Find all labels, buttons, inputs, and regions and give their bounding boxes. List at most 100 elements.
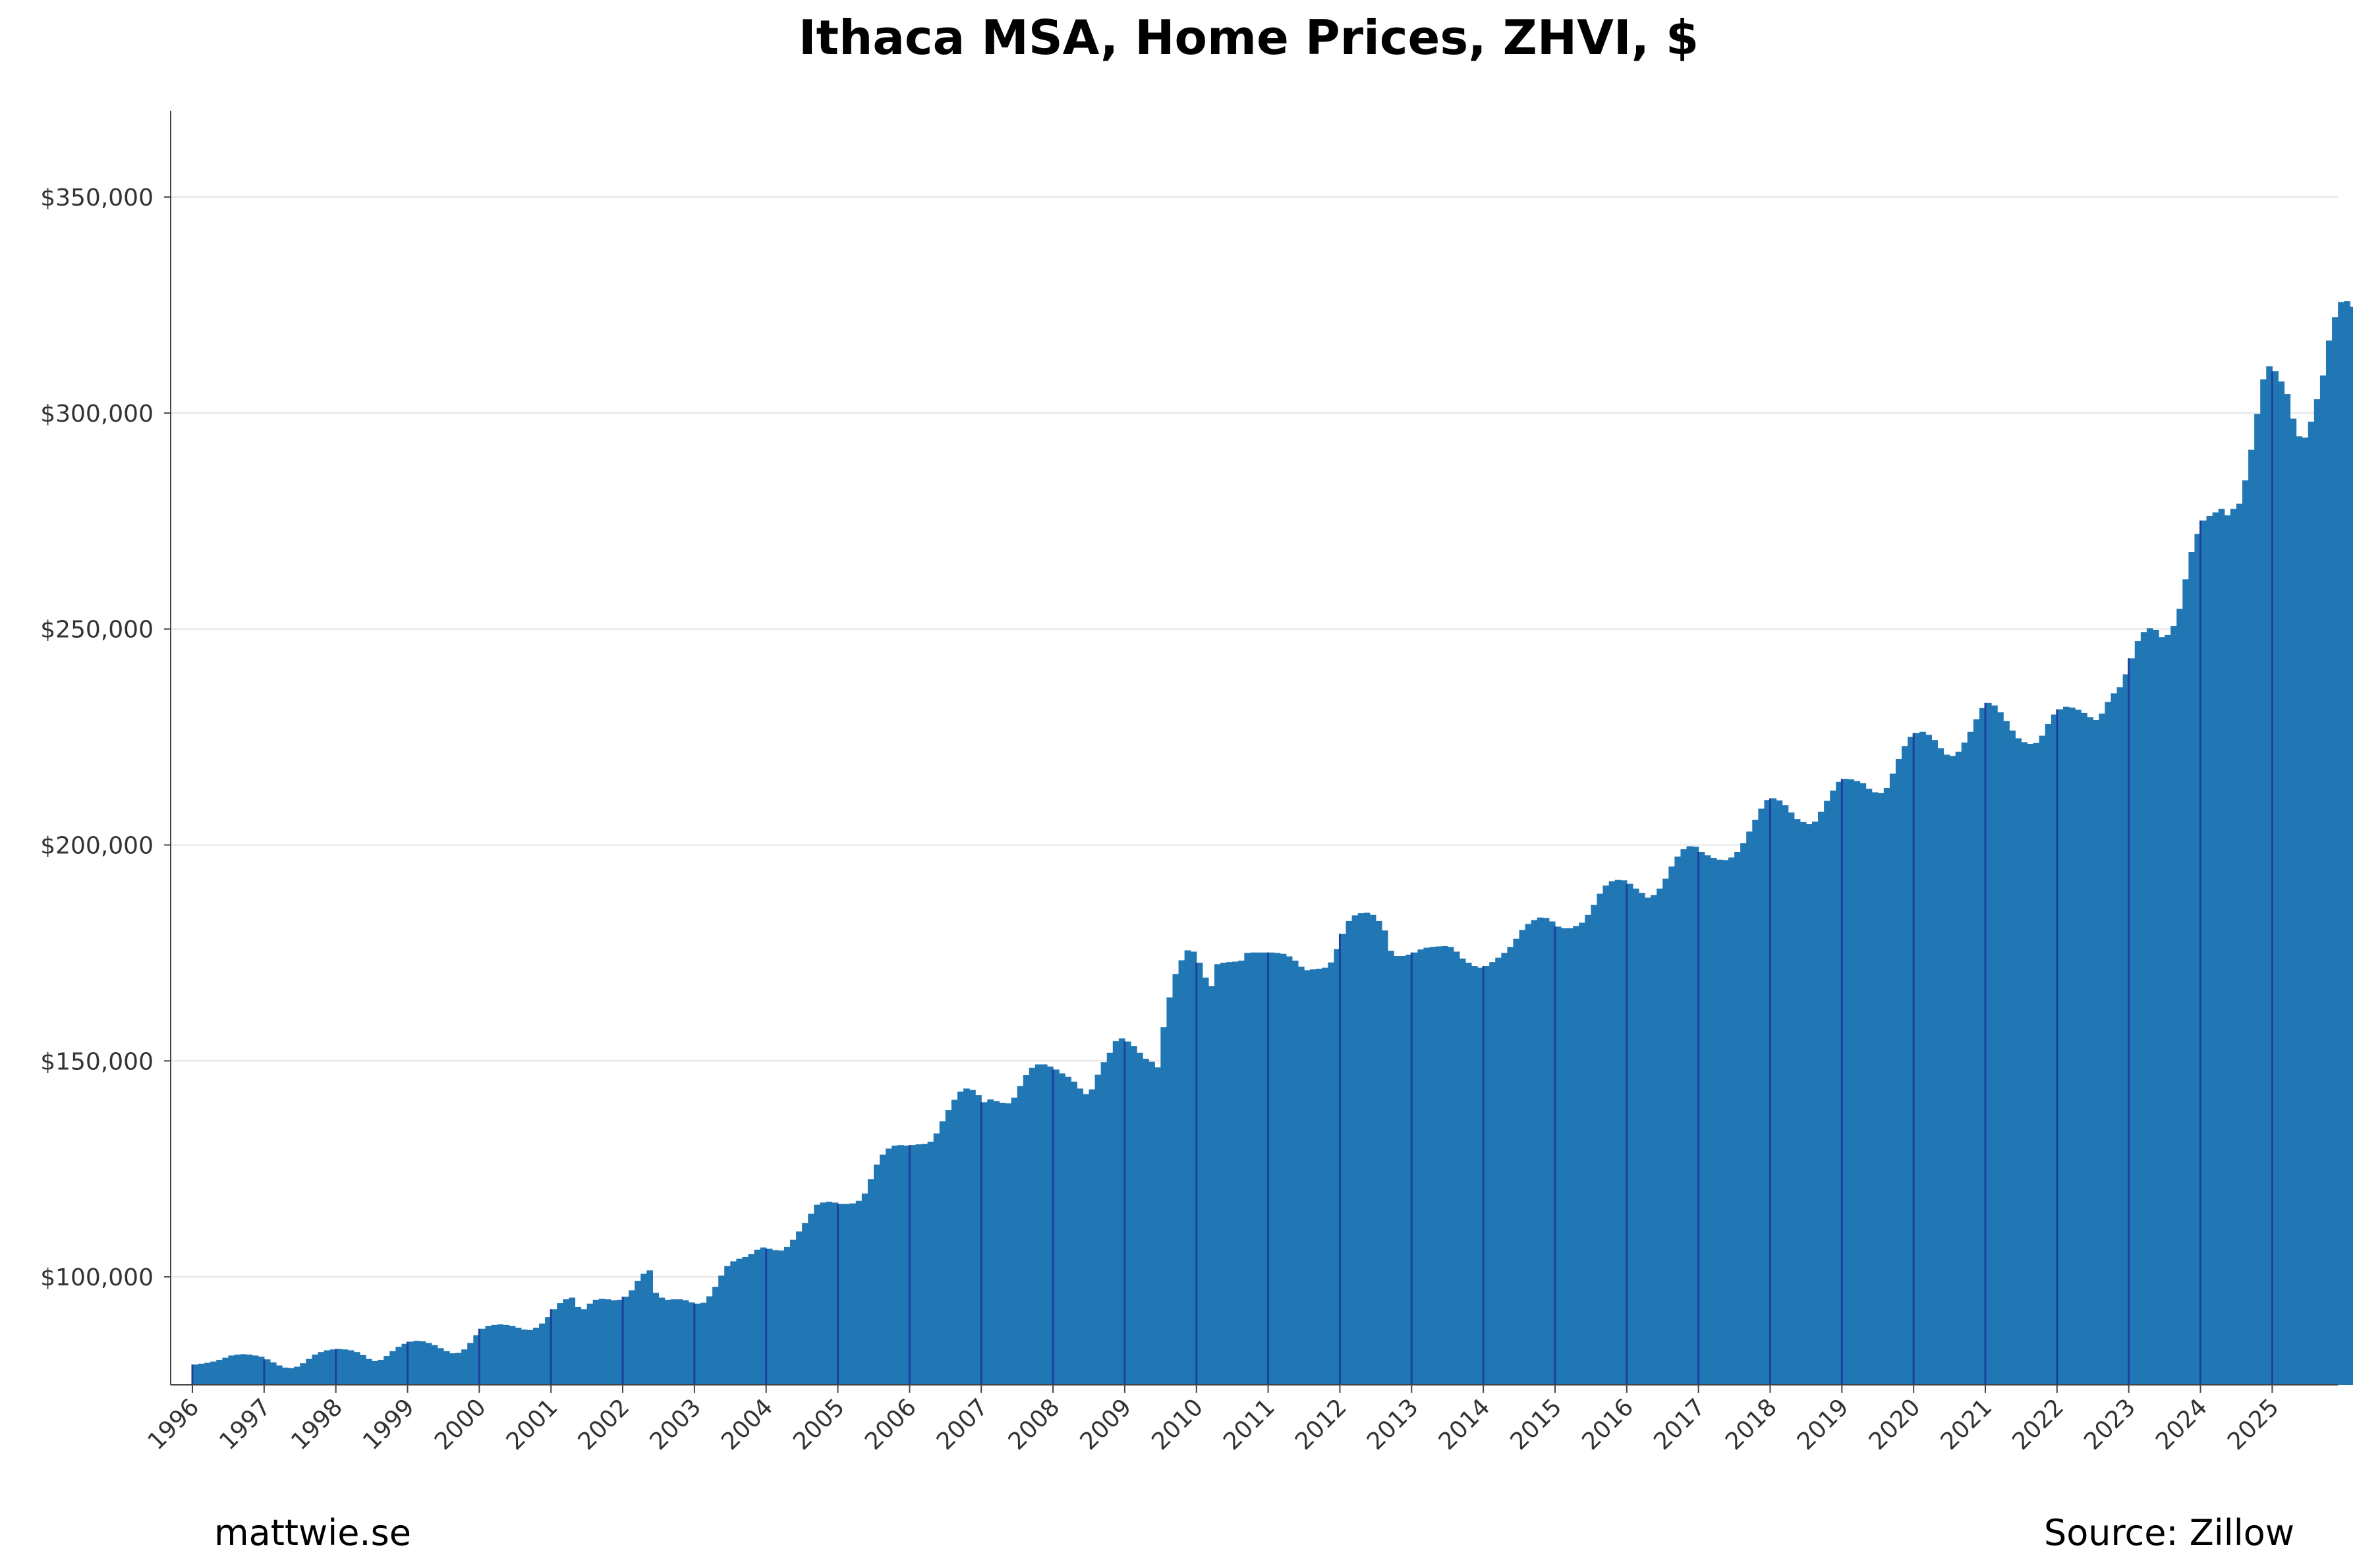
bar <box>1405 955 1412 1385</box>
bar <box>1734 852 1741 1385</box>
bar <box>694 1303 701 1385</box>
bar <box>616 1299 623 1385</box>
bar <box>1483 966 1490 1385</box>
bar <box>437 1348 444 1385</box>
bar <box>1513 938 1520 1385</box>
bar <box>772 1250 779 1385</box>
bar <box>2206 515 2213 1386</box>
bar <box>1274 953 1281 1385</box>
bar <box>1471 966 1478 1385</box>
bar <box>682 1300 689 1385</box>
bar <box>1040 1064 1048 1385</box>
bar <box>526 1330 534 1385</box>
bar <box>2165 634 2171 1385</box>
bar <box>539 1323 546 1385</box>
bar <box>790 1239 797 1385</box>
bar <box>1752 820 1759 1385</box>
x-tick-label: 2013 <box>1362 1393 1424 1455</box>
bar <box>2152 630 2159 1385</box>
bar <box>1250 952 1257 1385</box>
bar <box>1297 966 1305 1385</box>
bar <box>306 1358 312 1385</box>
bar <box>1716 859 1723 1385</box>
bar <box>1375 920 1382 1385</box>
bar <box>832 1202 839 1385</box>
x-tick-label: 2012 <box>1290 1393 1352 1455</box>
bar <box>843 1204 851 1385</box>
bar <box>497 1324 504 1385</box>
bar <box>1166 997 1174 1385</box>
bar <box>1638 893 1645 1385</box>
bar <box>1334 949 1341 1385</box>
x-tick-label: 2025 <box>2223 1393 2284 1455</box>
bar <box>993 1101 1000 1385</box>
bar <box>210 1361 217 1385</box>
bar <box>1238 961 1245 1385</box>
bar <box>963 1088 970 1385</box>
bar <box>1811 822 1819 1385</box>
bar <box>2159 637 2165 1386</box>
bar <box>1519 930 1526 1385</box>
bar <box>1489 962 1496 1385</box>
bar <box>1602 885 1610 1385</box>
bar <box>503 1324 510 1385</box>
bar <box>1459 958 1466 1385</box>
bar <box>557 1303 563 1385</box>
bar <box>1997 712 2004 1385</box>
bar <box>1065 1077 1071 1385</box>
bar <box>1190 951 1197 1385</box>
bar <box>2242 480 2249 1386</box>
bar <box>783 1246 791 1385</box>
x-tick-label: 2021 <box>1936 1393 1998 1455</box>
bar <box>1645 897 1651 1385</box>
bar <box>604 1299 611 1385</box>
bar <box>658 1297 666 1385</box>
bar <box>1877 793 1885 1385</box>
bar <box>1842 779 1848 1385</box>
bar <box>2302 437 2309 1385</box>
x-tick-label: 2004 <box>716 1393 778 1455</box>
bar <box>1112 1041 1120 1385</box>
bar <box>592 1299 600 1385</box>
bar <box>2099 714 2105 1385</box>
bar <box>2266 366 2273 1385</box>
bar <box>1196 963 1203 1385</box>
bar <box>1943 754 1950 1385</box>
bar <box>629 1290 635 1385</box>
bar <box>2051 714 2058 1385</box>
x-tick-label: 1998 <box>286 1393 348 1455</box>
bar <box>372 1360 378 1385</box>
bar <box>1848 779 1855 1385</box>
bar <box>2308 422 2315 1385</box>
bar <box>1573 926 1579 1385</box>
bar <box>1925 735 1932 1385</box>
bar <box>1232 961 1239 1385</box>
bar <box>748 1254 755 1385</box>
bar <box>1937 748 1944 1385</box>
bar <box>1626 883 1633 1385</box>
bar <box>2200 520 2207 1386</box>
bar <box>275 1365 283 1385</box>
footer-credit: mattwie.se <box>214 1512 411 1554</box>
bar <box>2236 503 2243 1385</box>
bar <box>1554 926 1562 1385</box>
bar <box>1591 905 1598 1385</box>
bar <box>1208 986 1215 1385</box>
bar <box>1859 783 1867 1385</box>
x-tick-label: 2010 <box>1147 1393 1208 1455</box>
bar <box>425 1343 432 1385</box>
bar <box>1256 952 1263 1385</box>
bar <box>269 1362 277 1385</box>
bar <box>736 1258 743 1385</box>
bar <box>1453 951 1460 1385</box>
bar <box>479 1328 486 1385</box>
bar <box>1053 1069 1060 1385</box>
bar <box>461 1349 468 1385</box>
bar <box>730 1261 737 1385</box>
x-tick-label: 2020 <box>1864 1393 1926 1455</box>
bar <box>1423 947 1431 1385</box>
bar <box>640 1274 647 1385</box>
x-tick-label: 2009 <box>1075 1393 1137 1455</box>
bar <box>855 1200 863 1385</box>
bar <box>1148 1061 1155 1385</box>
